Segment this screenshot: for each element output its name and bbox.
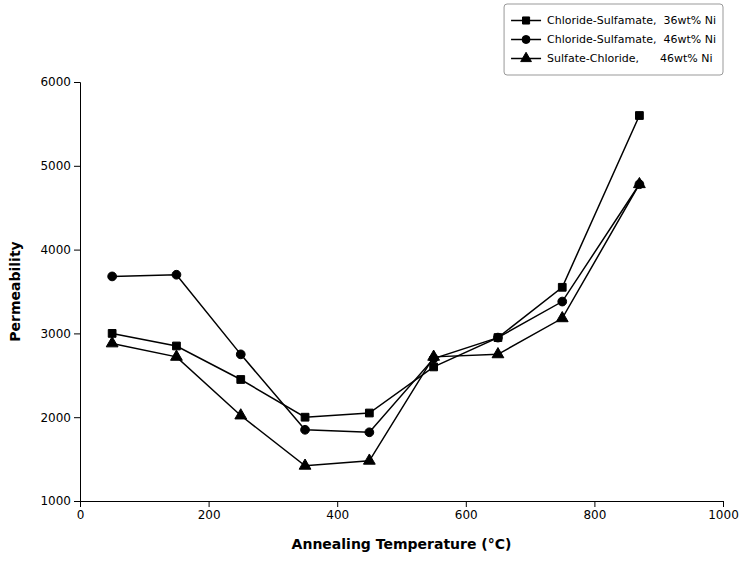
tick-label: 1000 xyxy=(708,508,739,522)
tick-label: 600 xyxy=(455,508,478,522)
tick-label: 800 xyxy=(583,508,606,522)
tick-label: 4000 xyxy=(40,243,71,257)
series-line xyxy=(112,184,639,432)
tick-label: 1000 xyxy=(40,494,71,508)
legend-label: Chloride-Sulfamate, 46wt% Ni xyxy=(547,33,716,46)
tick-mark xyxy=(74,333,80,334)
legend-label: Sulfate-Chloride, 46wt% Ni xyxy=(547,52,712,65)
legend-label: Chloride-Sulfamate, 36wt% Ni xyxy=(547,14,716,27)
tick: 2000 xyxy=(40,411,80,425)
legend-box xyxy=(504,4,723,75)
tick: 6000 xyxy=(40,75,80,89)
tick: 3000 xyxy=(40,327,80,341)
tick: 4000 xyxy=(40,243,80,257)
tick: 1000 xyxy=(708,501,739,522)
tick-mark xyxy=(337,501,338,507)
tick-mark xyxy=(74,250,80,251)
point-marker xyxy=(235,409,247,419)
point-marker xyxy=(301,413,309,421)
point-marker xyxy=(492,348,504,358)
legend-marker xyxy=(522,36,530,44)
point-marker xyxy=(299,459,311,469)
tick-label: 400 xyxy=(326,508,349,522)
point-marker xyxy=(363,454,375,464)
tick-label: 3000 xyxy=(40,327,71,341)
y-axis-title: Permeability xyxy=(7,241,23,341)
tick: 200 xyxy=(198,501,221,522)
tick-label: 0 xyxy=(77,508,85,522)
tick-mark xyxy=(723,501,724,507)
point-marker xyxy=(365,409,373,417)
tick: 800 xyxy=(583,501,606,522)
y-axis: 1000 2000 3000 4000 5000 6000 xyxy=(40,75,80,508)
point-marker xyxy=(636,112,644,120)
tick-mark xyxy=(74,417,80,418)
point-marker xyxy=(236,350,245,359)
x-axis-title: Annealing Temperature (°C) xyxy=(292,536,512,552)
tick-mark xyxy=(594,501,595,507)
legend-item: Sulfate-Chloride, 46wt% Ni xyxy=(511,52,712,65)
series-line xyxy=(112,184,639,466)
point-marker xyxy=(237,376,245,384)
legend: Chloride-Sulfamate, 36wt% Ni Chloride-Sul… xyxy=(504,4,723,75)
tick-mark xyxy=(74,82,80,83)
tick-mark xyxy=(74,501,80,502)
tick: 400 xyxy=(326,501,349,522)
legend-marker xyxy=(523,17,530,24)
legend-item: Chloride-Sulfamate, 36wt% Ni xyxy=(511,14,716,27)
point-marker xyxy=(106,337,118,347)
marks xyxy=(106,112,645,470)
tick-mark xyxy=(209,501,210,507)
tick-label: 2000 xyxy=(40,411,71,425)
axis-line xyxy=(74,83,81,502)
tick-mark xyxy=(74,166,80,167)
point-marker xyxy=(494,333,503,342)
point-marker xyxy=(171,350,183,360)
tick: 5000 xyxy=(40,159,80,173)
point-marker xyxy=(634,177,646,187)
point-marker xyxy=(108,272,117,281)
point-marker xyxy=(430,363,438,371)
tick-label: 200 xyxy=(198,508,221,522)
legend-item: Chloride-Sulfamate, 46wt% Ni xyxy=(511,33,716,46)
point-marker xyxy=(556,312,568,322)
tick-label: 6000 xyxy=(40,75,71,89)
point-marker xyxy=(494,334,502,342)
tick: 600 xyxy=(455,501,478,522)
axis-line xyxy=(81,502,724,508)
tick-mark xyxy=(466,501,467,507)
series-line xyxy=(112,116,639,418)
chart: 0 200 400 600 800 1000 1000 2000 3000 4000 5000 600… xyxy=(0,0,751,563)
point-marker xyxy=(172,270,181,279)
plot: 0 200 400 600 800 1000 1000 2000 3000 4000 5000 600… xyxy=(40,75,738,521)
tick: 0 xyxy=(77,501,85,522)
point-marker xyxy=(173,342,181,350)
x-axis: 0 200 400 600 800 1000 xyxy=(77,501,739,522)
point-marker xyxy=(365,428,374,437)
tick: 1000 xyxy=(40,494,80,508)
point-marker xyxy=(558,297,567,306)
point-marker xyxy=(558,283,566,291)
tick-label: 5000 xyxy=(40,159,71,173)
legend-marker xyxy=(521,52,532,61)
point-marker xyxy=(301,425,310,434)
point-marker xyxy=(428,350,440,360)
